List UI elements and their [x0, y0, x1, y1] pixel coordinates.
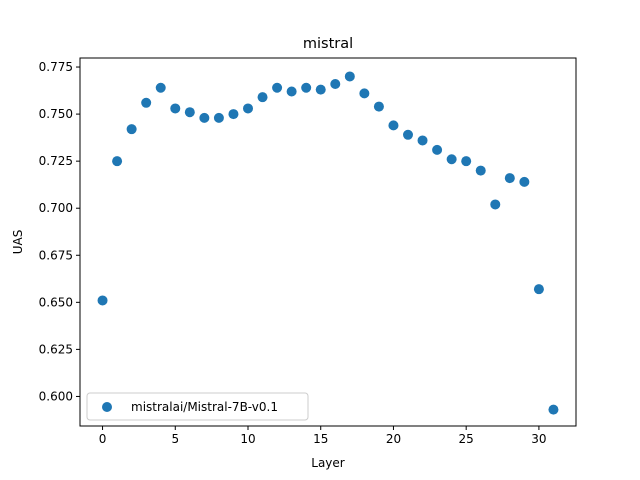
data-point	[403, 129, 413, 140]
data-point	[417, 135, 428, 146]
data-point	[490, 199, 501, 210]
y-tick-label: 0.650	[39, 295, 73, 309]
y-tick-label: 0.725	[39, 154, 73, 168]
data-point	[141, 97, 152, 108]
data-point	[213, 112, 224, 123]
data-points	[97, 71, 559, 415]
data-point	[330, 78, 341, 89]
data-point	[388, 120, 399, 131]
y-tick-label: 0.775	[39, 60, 73, 74]
data-point	[373, 101, 384, 112]
x-tick-label: 5	[171, 432, 179, 446]
data-point	[170, 103, 181, 114]
y-axis-ticks: 0.600 0.625 0.650 0.675 0.700 0.725 0.750 0.775	[39, 60, 80, 403]
data-point	[155, 82, 166, 93]
x-tick-label: 25	[459, 432, 474, 446]
data-point	[344, 71, 355, 82]
data-point	[533, 284, 544, 295]
data-point	[504, 173, 515, 184]
data-point	[199, 112, 210, 123]
plot-area	[79, 57, 577, 427]
data-point	[432, 144, 443, 155]
x-axis-ticks: 0 5 10 15 20 25 30	[99, 426, 547, 446]
data-point	[228, 109, 239, 120]
x-tick-label: 0	[99, 432, 107, 446]
legend-marker	[102, 402, 112, 412]
x-tick-label: 10	[240, 432, 255, 446]
data-point	[184, 107, 195, 118]
x-tick-label: 30	[531, 432, 546, 446]
y-axis-label: UAS	[11, 230, 25, 255]
plot-frame	[79, 57, 577, 427]
data-point	[301, 82, 312, 93]
data-point	[446, 154, 457, 165]
data-point	[112, 156, 123, 167]
y-tick-label: 0.700	[39, 201, 73, 215]
data-point	[257, 92, 268, 103]
y-tick-label: 0.625	[39, 342, 73, 356]
y-tick-label: 0.600	[39, 389, 73, 403]
data-point	[519, 176, 530, 187]
data-point	[475, 165, 486, 176]
x-axis-label: Layer	[311, 456, 345, 470]
data-point	[359, 88, 370, 99]
legend-frame	[86, 392, 309, 421]
data-point	[461, 156, 472, 167]
data-point	[315, 84, 326, 95]
x-tick-label: 20	[386, 432, 401, 446]
legend: mistralai/Mistral-7B-v0.1	[86, 392, 309, 421]
chart-title: mistral	[303, 36, 353, 52]
data-point	[243, 103, 253, 114]
legend-label: mistralai/Mistral-7B-v0.1	[131, 400, 278, 414]
data-point	[548, 404, 559, 415]
data-point	[286, 86, 297, 97]
data-point	[272, 82, 283, 93]
y-tick-label: 0.750	[39, 107, 73, 121]
y-tick-label: 0.675	[39, 248, 73, 262]
data-point	[126, 124, 137, 135]
x-tick-label: 15	[313, 432, 328, 446]
data-point	[97, 295, 108, 306]
